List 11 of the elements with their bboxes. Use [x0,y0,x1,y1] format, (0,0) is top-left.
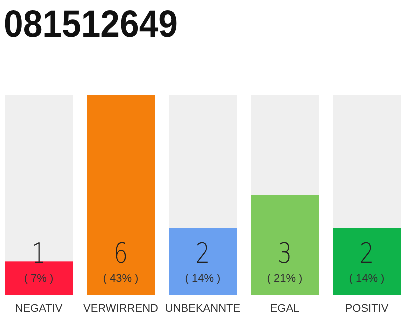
chart-title: 081512649 [4,4,194,46]
x-tick-label: EGAL [270,303,300,315]
x-tick-label: VERWIRREND [84,303,159,315]
data-label: 2 ( 14% ) [185,236,221,285]
data-label: 2 ( 14% ) [349,236,385,285]
data-label: 3 ( 21% ) [267,236,303,285]
data-label: 1 ( 7% ) [24,236,54,285]
x-tick-label: POSITIV [345,303,390,315]
x-tick-label: UNBEKANNTE [165,303,241,315]
x-tick-label: NEGATIV [15,303,64,315]
data-label: 6 ( 43% ) [103,236,139,285]
